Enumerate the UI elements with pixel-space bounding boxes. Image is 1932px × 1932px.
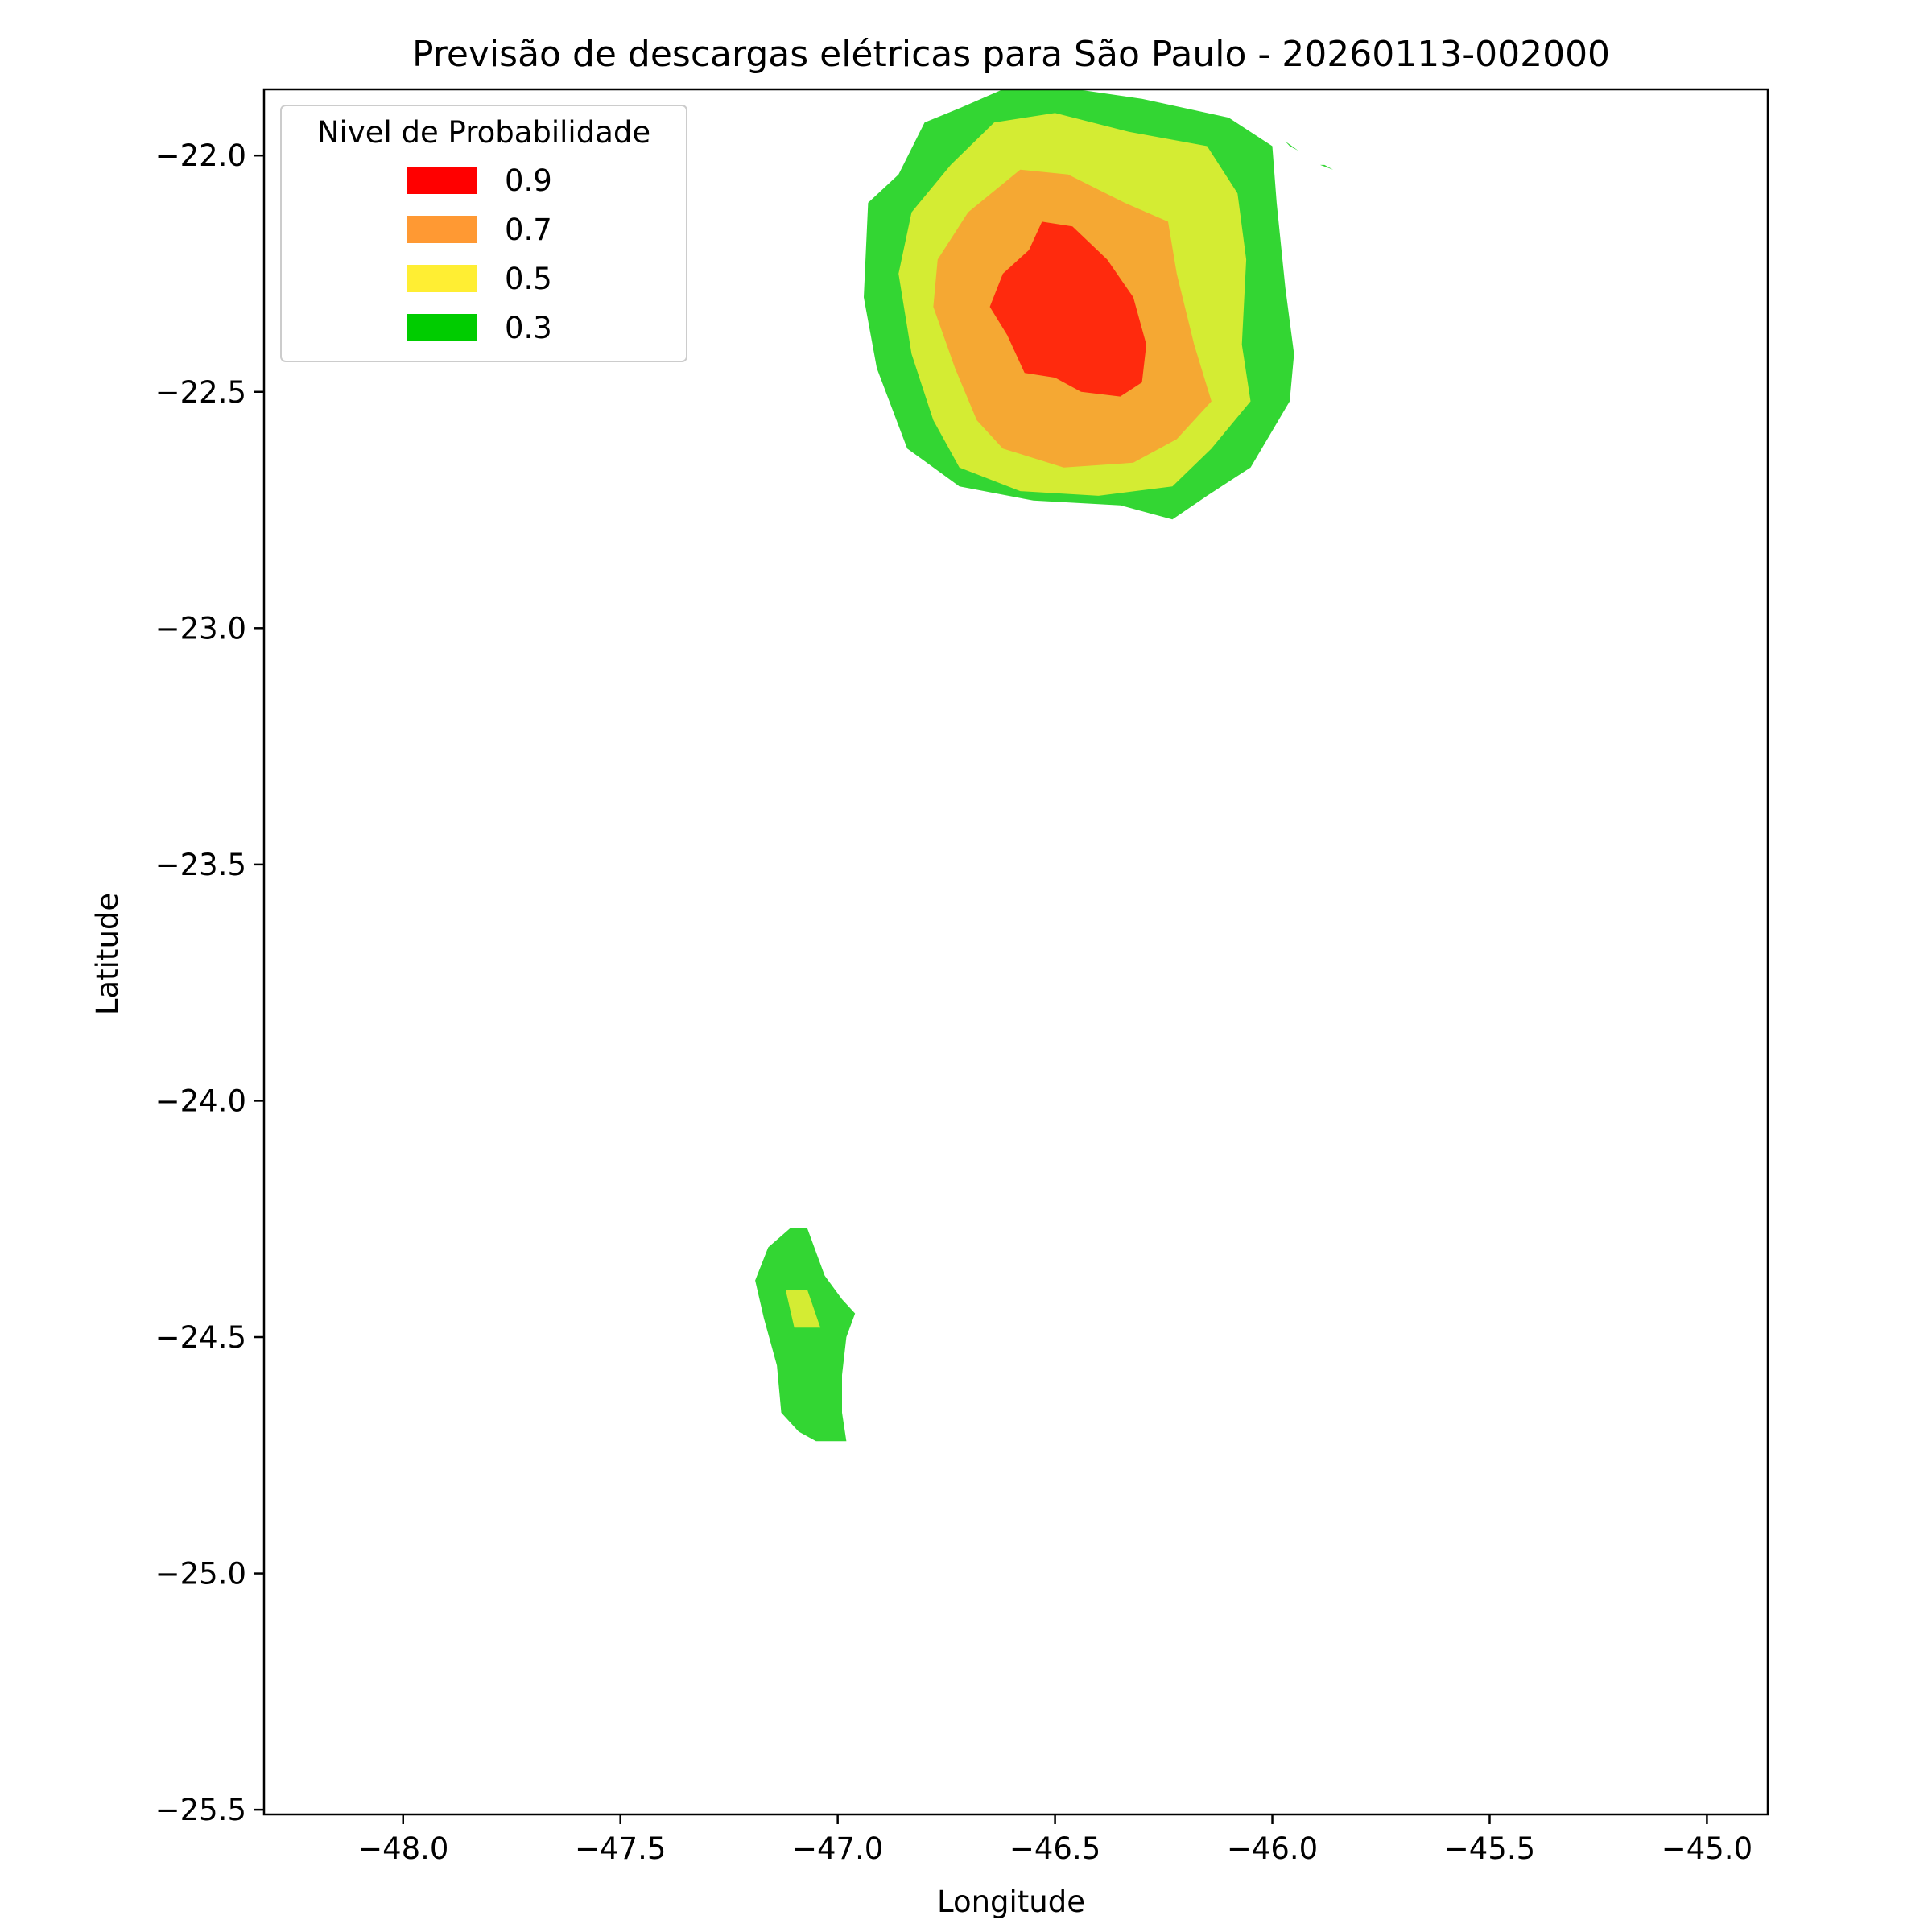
legend-title: Nivel de Probabilidade — [317, 115, 650, 150]
legend-box — [280, 105, 687, 362]
contour-region-03-3 — [1319, 164, 1334, 170]
contour-region-05-1 — [785, 1290, 821, 1328]
legend-swatch — [407, 216, 477, 243]
plot-frame — [262, 88, 1769, 1816]
y-tick-label: −23.5 — [155, 848, 246, 882]
y-tick-label: −24.5 — [155, 1320, 246, 1355]
legend-label: 0.5 — [505, 262, 552, 296]
legend-swatch — [407, 314, 477, 341]
y-tick-label: −25.5 — [155, 1793, 246, 1827]
legend-label: 0.3 — [505, 311, 552, 345]
x-tick-label: −46.0 — [1227, 1831, 1318, 1866]
x-tick-label: −45.0 — [1662, 1831, 1752, 1866]
x-tick-label: −45.5 — [1444, 1831, 1535, 1866]
legend-swatch — [407, 265, 477, 292]
legend-swatch — [407, 167, 477, 194]
x-tick-label: −47.0 — [792, 1831, 883, 1866]
y-tick-label: −22.5 — [155, 375, 246, 410]
legend-label: 0.9 — [505, 163, 552, 198]
contour-region-03-1 — [755, 1228, 856, 1442]
x-tick-label: −46.5 — [1009, 1831, 1100, 1866]
y-axis-label: Latitude — [90, 893, 125, 1015]
axes: −48.0 −47.5 −47.0 −46.5 −46.0 −45.5 −45.0 −22.0… — [155, 88, 1769, 1866]
x-axis-label: Longitude — [937, 1885, 1085, 1919]
x-tick-label: −47.5 — [575, 1831, 666, 1866]
y-tick-label: −24.0 — [155, 1084, 246, 1118]
legend: Nivel de Probabilidade 0.9 0.7 0.5 0.3 — [280, 105, 687, 362]
y-tick-label: −25.0 — [155, 1557, 246, 1591]
contour-region-09-0 — [989, 221, 1146, 397]
y-tick-label: −22.0 — [155, 138, 246, 173]
plot-area — [755, 89, 1334, 1442]
legend-label: 0.7 — [505, 213, 552, 247]
contour-region-03-2 — [1285, 141, 1298, 151]
chart-title: Previsão de descargas elétricas para São… — [412, 34, 1610, 75]
x-tick-label: −48.0 — [357, 1831, 448, 1866]
y-tick-label: −23.0 — [155, 611, 246, 646]
